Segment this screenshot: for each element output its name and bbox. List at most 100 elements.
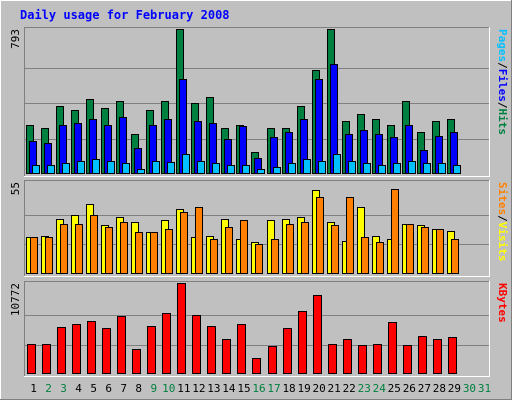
bar-pages-day-10 bbox=[167, 162, 175, 174]
bar-pages-day-6 bbox=[107, 161, 115, 174]
bar-sites-day-1 bbox=[30, 237, 38, 274]
bar-kbytes-day-6 bbox=[102, 328, 111, 374]
bar-pages-day-22 bbox=[348, 161, 356, 174]
bar-kbytes-day-13 bbox=[207, 326, 216, 374]
bar-pages-day-19 bbox=[303, 159, 311, 174]
bar-pages-day-28 bbox=[438, 163, 446, 174]
bar-sites-day-22 bbox=[346, 197, 354, 274]
x-tick-label-11: 11 bbox=[177, 382, 190, 395]
bar-kbytes-day-24 bbox=[373, 344, 382, 374]
x-tick-label-7: 7 bbox=[120, 382, 127, 395]
bar-sites-day-26 bbox=[406, 224, 414, 274]
bar-pages-day-18 bbox=[288, 163, 296, 174]
x-tick-label-6: 6 bbox=[105, 382, 112, 395]
bar-pages-day-20 bbox=[318, 161, 326, 174]
legend-entry: / bbox=[496, 62, 509, 69]
bar-kbytes-day-21 bbox=[328, 344, 337, 374]
bar-kbytes-day-22 bbox=[343, 339, 352, 374]
bar-sites-day-4 bbox=[75, 224, 83, 274]
bar-sites-day-12 bbox=[195, 207, 203, 274]
legend-entry: Pages bbox=[496, 29, 509, 62]
x-tick-label-1: 1 bbox=[30, 382, 37, 395]
bar-kbytes-day-9 bbox=[147, 326, 156, 374]
bar-files-day-20 bbox=[315, 79, 323, 174]
bar-pages-day-5 bbox=[92, 159, 100, 174]
x-tick-label-29: 29 bbox=[448, 382, 461, 395]
bar-kbytes-day-16 bbox=[252, 358, 261, 374]
bar-kbytes-day-10 bbox=[162, 313, 171, 374]
bar-sites-day-27 bbox=[421, 227, 429, 274]
bar-sites-day-5 bbox=[90, 215, 98, 274]
x-tick-label-23: 23 bbox=[358, 382, 371, 395]
x-tick-label-4: 4 bbox=[75, 382, 82, 395]
bar-sites-day-13 bbox=[210, 239, 218, 274]
legend-entry: Files bbox=[496, 69, 509, 102]
x-tick-label-8: 8 bbox=[135, 382, 142, 395]
y-max-label: 10772 bbox=[9, 283, 22, 316]
bar-kbytes-day-15 bbox=[237, 324, 246, 374]
x-tick-label-27: 27 bbox=[418, 382, 431, 395]
bar-pages-day-14 bbox=[227, 165, 235, 174]
bar-kbytes-day-19 bbox=[298, 311, 307, 374]
y-max-label: 793 bbox=[9, 29, 22, 49]
bar-sites-day-23 bbox=[361, 237, 369, 274]
bar-sites-day-14 bbox=[225, 227, 233, 274]
bar-sites-day-19 bbox=[301, 222, 309, 274]
x-axis-labels: 1 2 3 4 5 6 7 8 9 10 11 12 13 14 15 16 17 18 19 20 21 22 23 24 2… bbox=[30, 382, 491, 395]
bar-pages-day-16 bbox=[257, 169, 265, 174]
bar-kbytes-day-17 bbox=[268, 346, 277, 374]
bar-pages-day-25 bbox=[393, 163, 401, 174]
bar-pages-day-17 bbox=[273, 167, 281, 174]
bar-sites-day-8 bbox=[135, 232, 143, 274]
x-tick-label-5: 5 bbox=[90, 382, 97, 395]
bar-pages-day-4 bbox=[77, 161, 85, 174]
panel-middle: 55 Sites/Visits bbox=[9, 180, 509, 277]
bar-sites-day-20 bbox=[316, 197, 324, 274]
bar-kbytes-day-1 bbox=[27, 344, 36, 374]
bar-sites-day-15 bbox=[240, 220, 248, 274]
bar-sites-day-28 bbox=[436, 229, 444, 274]
bar-sites-day-29 bbox=[451, 239, 459, 274]
bar-pages-day-12 bbox=[197, 161, 205, 174]
x-tick-label-19: 19 bbox=[297, 382, 310, 395]
x-tick-label-13: 13 bbox=[207, 382, 220, 395]
bar-sites-day-11 bbox=[180, 212, 188, 274]
legend-entry: / bbox=[496, 102, 509, 109]
x-tick-label-17: 17 bbox=[267, 382, 280, 395]
x-tick-label-20: 20 bbox=[313, 382, 326, 395]
bar-kbytes-day-29 bbox=[448, 337, 457, 374]
legend-entry: Visits bbox=[496, 222, 509, 262]
x-tick-label-22: 22 bbox=[343, 382, 356, 395]
x-tick-label-14: 14 bbox=[222, 382, 236, 395]
x-tick-label-2: 2 bbox=[45, 382, 52, 395]
bar-pages-day-26 bbox=[408, 161, 416, 174]
panel-top: 793 Pages/Files/Hits bbox=[9, 27, 509, 177]
bar-kbytes-day-18 bbox=[283, 328, 292, 374]
bar-sites-day-24 bbox=[376, 242, 384, 274]
bar-kbytes-day-23 bbox=[358, 345, 367, 374]
bar-kbytes-day-5 bbox=[87, 321, 96, 374]
bar-pages-day-11 bbox=[182, 154, 190, 174]
x-tick-label-15: 15 bbox=[237, 382, 250, 395]
x-tick-label-18: 18 bbox=[282, 382, 295, 395]
legend-entry: / bbox=[496, 215, 509, 222]
x-tick-label-28: 28 bbox=[433, 382, 446, 395]
bar-kbytes-day-2 bbox=[42, 344, 51, 374]
bar-sites-day-16 bbox=[255, 244, 263, 274]
x-tick-label-10: 10 bbox=[162, 382, 175, 395]
bar-sites-day-2 bbox=[45, 237, 53, 274]
x-tick-label-21: 21 bbox=[328, 382, 341, 395]
bar-kbytes-day-20 bbox=[313, 295, 322, 374]
bar-kbytes-day-27 bbox=[418, 336, 427, 374]
bar-pages-day-1 bbox=[32, 165, 40, 174]
bar-kbytes-day-3 bbox=[57, 327, 66, 374]
bar-pages-day-7 bbox=[122, 163, 130, 174]
x-tick-label-26: 26 bbox=[403, 382, 416, 395]
bar-kbytes-day-25 bbox=[388, 322, 397, 374]
bar-sites-day-10 bbox=[165, 229, 173, 274]
chart-title: Daily usage for February 2008 bbox=[20, 8, 230, 22]
x-tick-label-9: 9 bbox=[150, 382, 157, 395]
x-tick-label-12: 12 bbox=[192, 382, 205, 395]
bar-sites-day-3 bbox=[60, 224, 68, 274]
bar-pages-day-24 bbox=[378, 165, 386, 174]
